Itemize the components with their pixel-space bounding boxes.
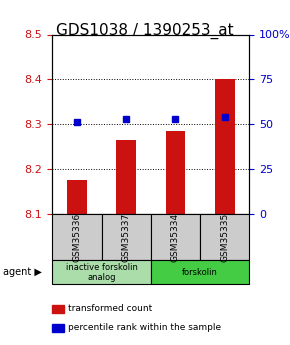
Text: inactive forskolin
analog: inactive forskolin analog [66,263,137,282]
Bar [67,180,87,214]
Bar [215,79,235,214]
Bar [116,140,136,214]
Text: forskolin: forskolin [182,268,218,277]
Text: GSM35337: GSM35337 [122,213,131,262]
Text: agent ▶: agent ▶ [3,267,42,277]
Bar [166,131,185,214]
Text: GSM35336: GSM35336 [72,213,81,262]
Text: percentile rank within the sample: percentile rank within the sample [68,323,221,332]
Text: transformed count: transformed count [68,304,153,313]
Text: GSM35335: GSM35335 [220,213,229,262]
Text: GDS1038 / 1390253_at: GDS1038 / 1390253_at [56,22,234,39]
Text: GSM35334: GSM35334 [171,213,180,262]
